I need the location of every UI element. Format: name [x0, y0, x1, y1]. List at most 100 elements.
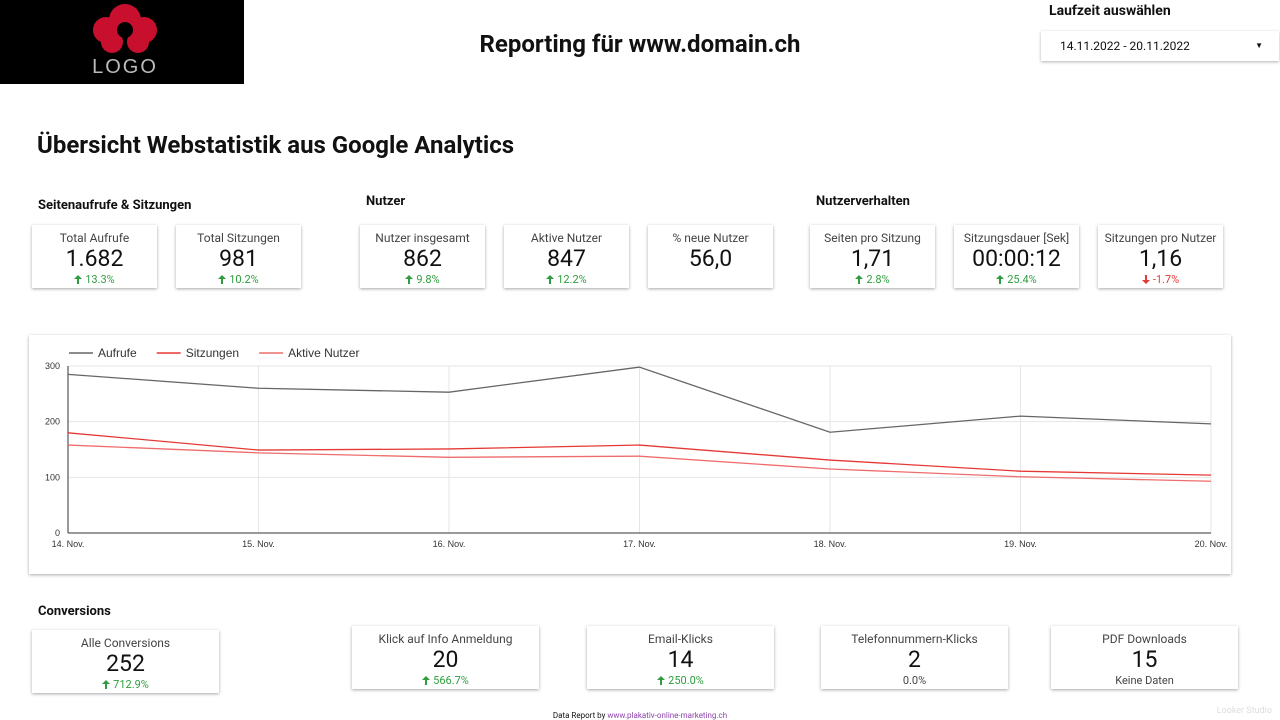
- kpi-change-text: 0.0%: [902, 674, 927, 687]
- x-tick-label: 16. Nov.: [433, 539, 466, 549]
- kpi-change-text: Keine Daten: [1115, 674, 1174, 687]
- arrow-shape: [405, 275, 414, 284]
- kpi-change: Keine Daten: [1051, 674, 1238, 687]
- kpi-value: 862: [403, 245, 442, 272]
- kpi-change: 566.7%: [352, 674, 539, 687]
- arrow-shape: [657, 676, 666, 685]
- kpi-value: 2: [908, 646, 921, 673]
- footer-link[interactable]: www.plakativ-online-marketing.ch: [607, 711, 728, 720]
- report-title: Reporting für www.domain.ch: [479, 30, 801, 58]
- kpi-label: Email-Klicks: [648, 632, 713, 646]
- arrow-shape: [855, 275, 864, 284]
- kpi-card: Email-Klicks 14 250.0%: [587, 626, 774, 689]
- kpi-change: 2.8%: [810, 273, 935, 286]
- kpi-value: 1,16: [1138, 245, 1183, 272]
- kpi-label: Total Sitzungen: [197, 231, 280, 245]
- kpi-change-text: 250.0%: [668, 674, 704, 687]
- date-picker[interactable]: 14.11.2022 - 20.11.2022 ▼: [1041, 31, 1279, 61]
- kpi-label: Sitzungsdauer [Sek]: [963, 231, 1070, 245]
- x-tick-label: 17. Nov.: [623, 539, 656, 549]
- kpi-card: Seiten pro Sitzung 1,71 2.8%: [810, 225, 935, 288]
- kpi-card: Telefonnummern-Klicks 2 0.0%: [821, 626, 1008, 689]
- kpi-value: 14: [667, 646, 694, 673]
- data-line: [67, 366, 1212, 433]
- section-title: Nutzer: [366, 194, 406, 209]
- line-chart: 0 100 200 300 14. Nov. 15. Nov. 16. Nov. 17. No…: [45, 346, 1228, 549]
- kpi-change-text: -1.7%: [1152, 273, 1180, 286]
- kpi-label: Total Aufrufe: [59, 231, 130, 245]
- dropdown-arrow[interactable]: ▼: [1255, 41, 1263, 50]
- x-tick-label: 19. Nov.: [1004, 539, 1037, 549]
- kpi-value: 252: [106, 650, 145, 677]
- logo: LOGO: [0, 0, 244, 84]
- kpi-value: 981: [219, 245, 258, 272]
- kpi-change: 250.0%: [587, 674, 774, 687]
- trend-arrow: [102, 680, 111, 689]
- kpi-card: Klick auf Info Anmeldung 20 566.7%: [352, 626, 539, 689]
- arrow-shape: [546, 275, 555, 284]
- kpi-value: 56,0: [688, 245, 733, 272]
- kpi-change: 13.3%: [32, 273, 157, 286]
- kpi-label: % neue Nutzer: [672, 231, 749, 245]
- kpi-card: Sitzungsdauer [Sek] 00:00:12 25.4%: [954, 225, 1079, 288]
- kpi-change: 12.2%: [504, 273, 629, 286]
- arrow-shape: [218, 275, 227, 284]
- kpi-value: 847: [547, 245, 586, 272]
- kpi-change-text: 12.2%: [557, 273, 587, 286]
- kpi-card: PDF Downloads 15 Keine Daten: [1051, 626, 1238, 689]
- arrow-shape: [1141, 275, 1150, 284]
- x-tick-label: 15. Nov.: [242, 539, 275, 549]
- trend-arrow: [996, 275, 1005, 284]
- legend-label: Sitzungen: [186, 346, 239, 360]
- legend-label: Aufrufe: [98, 346, 137, 360]
- legend-label: Aktive Nutzer: [288, 346, 359, 360]
- kpi-card: Aktive Nutzer 847 12.2%: [504, 225, 629, 288]
- trend-arrow: [405, 275, 414, 284]
- y-tick-label: 100: [45, 472, 60, 482]
- arrow-shape: [996, 275, 1005, 284]
- kpi-card: Alle Conversions 252 712.9%: [32, 630, 219, 693]
- data-line: [67, 444, 1212, 482]
- kpi-label: Sitzungen pro Nutzer: [1104, 231, 1217, 245]
- kpi-value: 1.682: [65, 245, 124, 272]
- logo-text: LOGO: [92, 56, 158, 78]
- arrow-shape: [102, 680, 111, 689]
- kpi-label: Alle Conversions: [80, 636, 171, 650]
- kpi-change: -1.7%: [1098, 273, 1223, 286]
- date-label: Laufzeit auswählen: [1049, 3, 1171, 19]
- kpi-label: Telefonnummern-Klicks: [851, 632, 978, 646]
- section-title: Nutzerverhalten: [816, 194, 910, 209]
- watermark: Looker Studio: [1216, 706, 1272, 716]
- trend-arrow: [74, 275, 83, 284]
- y-tick-label: 200: [45, 417, 60, 427]
- chart-card: 0 100 200 300 14. Nov. 15. Nov. 16. Nov. 17. No…: [29, 335, 1231, 574]
- kpi-card: Total Sitzungen 981 10.2%: [176, 225, 301, 288]
- kpi-value: 00:00:12: [972, 245, 1061, 272]
- trend-arrow: [218, 275, 227, 284]
- trend-arrow: [422, 676, 431, 685]
- kpi-label: Nutzer insgesamt: [375, 231, 470, 245]
- kpi-value: 15: [1131, 646, 1158, 673]
- footer: Data Report by www.plakativ-online-marke…: [0, 711, 1280, 720]
- kpi-card: Total Aufrufe 1.682 13.3%: [32, 225, 157, 288]
- kpi-label: Klick auf Info Anmeldung: [378, 632, 513, 646]
- kpi-change: 10.2%: [176, 273, 301, 286]
- section-title: Conversions: [38, 604, 111, 619]
- y-tick-label: 0: [55, 528, 60, 538]
- footer-text: Data Report by: [552, 711, 606, 720]
- x-tick-label: 18. Nov.: [814, 539, 847, 549]
- kpi-change: 25.4%: [954, 273, 1079, 286]
- trend-arrow: [657, 676, 666, 685]
- kpi-change-text: 10.2%: [229, 273, 259, 286]
- kpi-card: Nutzer insgesamt 862 9.8%: [360, 225, 485, 288]
- kpi-change: 9.8%: [360, 273, 485, 286]
- trend-arrow: [1141, 275, 1150, 284]
- kpi-change-text: 9.8%: [416, 273, 440, 286]
- kpi-label: Aktive Nutzer: [530, 231, 603, 245]
- date-range[interactable]: 14.11.2022 - 20.11.2022: [1060, 39, 1190, 53]
- kpi-change-text: 2.8%: [866, 273, 890, 286]
- x-tick-label: 20. Nov.: [1195, 539, 1228, 549]
- arrow-shape: [74, 275, 83, 284]
- kpi-label: PDF Downloads: [1102, 632, 1187, 646]
